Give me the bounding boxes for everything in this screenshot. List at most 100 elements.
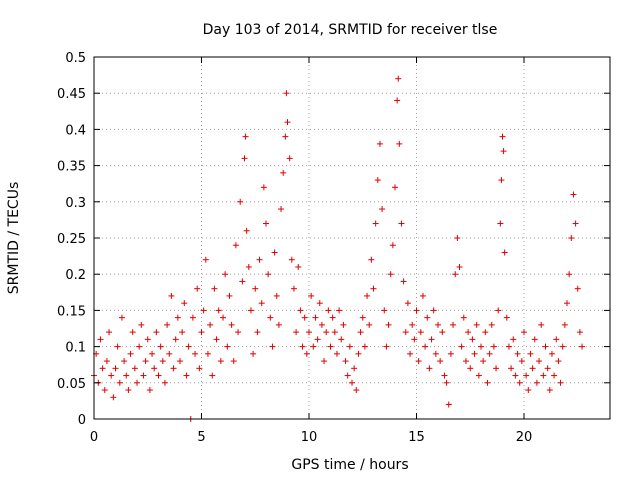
- data-point: [490, 343, 497, 350]
- data-point: [572, 220, 579, 227]
- data-point: [527, 350, 534, 357]
- data-point: [568, 235, 575, 241]
- data-point: [500, 148, 507, 155]
- data-point: [278, 206, 285, 213]
- data-point: [290, 285, 297, 292]
- data-point: [323, 329, 330, 336]
- data-point: [232, 242, 239, 249]
- data-point: [570, 191, 577, 198]
- data-point: [284, 119, 291, 126]
- data-point: [478, 343, 484, 350]
- data-point: [536, 358, 543, 365]
- data-point: [321, 358, 328, 365]
- data-point: [252, 285, 259, 292]
- data-point: [557, 379, 564, 386]
- data-point: [312, 314, 319, 321]
- data-point: [415, 358, 422, 365]
- data-point: [516, 379, 523, 386]
- data-point: [402, 329, 409, 336]
- data-point: [230, 358, 237, 365]
- data-point: [383, 343, 390, 350]
- data-point: [245, 263, 252, 270]
- data-point: [469, 336, 476, 343]
- data-point: [310, 343, 317, 350]
- data-point: [426, 365, 433, 372]
- data-point: [460, 314, 467, 321]
- data-point: [101, 387, 108, 394]
- y-tick-label: 0.5: [65, 51, 86, 66]
- data-point: [280, 169, 287, 176]
- data-point: [542, 343, 549, 350]
- data-point: [417, 329, 424, 336]
- data-point: [247, 307, 254, 314]
- data-point: [149, 350, 156, 357]
- data-point: [497, 220, 504, 227]
- y-axis-label: SRMTID / TECUs: [6, 182, 22, 295]
- data-points: [91, 75, 586, 422]
- data-point: [544, 365, 551, 372]
- data-point: [183, 372, 190, 379]
- data-point: [198, 329, 205, 336]
- data-point: [207, 321, 214, 328]
- data-point: [422, 343, 429, 350]
- data-point: [286, 155, 293, 162]
- data-point: [521, 329, 527, 336]
- data-point: [239, 278, 246, 285]
- data-point: [157, 343, 164, 350]
- data-point: [209, 372, 216, 379]
- data-point: [355, 350, 362, 357]
- data-point: [297, 307, 304, 314]
- data-point: [243, 227, 250, 234]
- data-point: [407, 350, 414, 357]
- data-point: [123, 372, 130, 379]
- data-point: [331, 329, 338, 336]
- data-point: [275, 321, 282, 328]
- data-point: [488, 321, 495, 328]
- data-point: [217, 358, 224, 365]
- y-tick-label: 0.15: [57, 304, 86, 319]
- data-point: [529, 365, 536, 372]
- data-point: [566, 271, 573, 278]
- x-tick-label: 15: [408, 430, 425, 445]
- data-point: [129, 329, 136, 336]
- data-point: [395, 75, 402, 82]
- data-point: [398, 220, 405, 227]
- data-point: [200, 307, 207, 314]
- data-point: [260, 184, 267, 191]
- data-point: [473, 321, 480, 328]
- data-point: [484, 379, 491, 386]
- y-tick-label: 0.2: [65, 268, 86, 283]
- data-point: [432, 350, 439, 357]
- data-point: [265, 271, 272, 278]
- data-point: [263, 220, 269, 227]
- y-tick-label: 0.05: [57, 377, 86, 392]
- data-point: [480, 358, 487, 365]
- data-point: [419, 292, 426, 299]
- data-point: [138, 321, 145, 328]
- data-point: [424, 314, 431, 321]
- data-point: [411, 336, 418, 343]
- data-point: [525, 387, 532, 394]
- data-point: [465, 329, 472, 336]
- data-point: [559, 343, 566, 350]
- data-point: [99, 365, 106, 372]
- data-point: [495, 307, 502, 314]
- data-point: [192, 350, 199, 357]
- data-point: [340, 321, 347, 328]
- data-point: [131, 365, 138, 372]
- data-point: [177, 358, 183, 365]
- data-point: [108, 372, 115, 379]
- data-point: [379, 206, 386, 213]
- data-point: [553, 336, 560, 343]
- data-point: [153, 329, 160, 336]
- y-tick-label: 0.25: [57, 232, 86, 247]
- data-point: [394, 97, 401, 104]
- data-point: [443, 379, 450, 386]
- y-tick-label: 0: [78, 413, 86, 428]
- data-point: [366, 321, 373, 328]
- data-point: [103, 358, 110, 365]
- data-point: [271, 249, 278, 256]
- data-point: [116, 379, 123, 386]
- data-point: [299, 343, 306, 350]
- data-point: [392, 184, 398, 191]
